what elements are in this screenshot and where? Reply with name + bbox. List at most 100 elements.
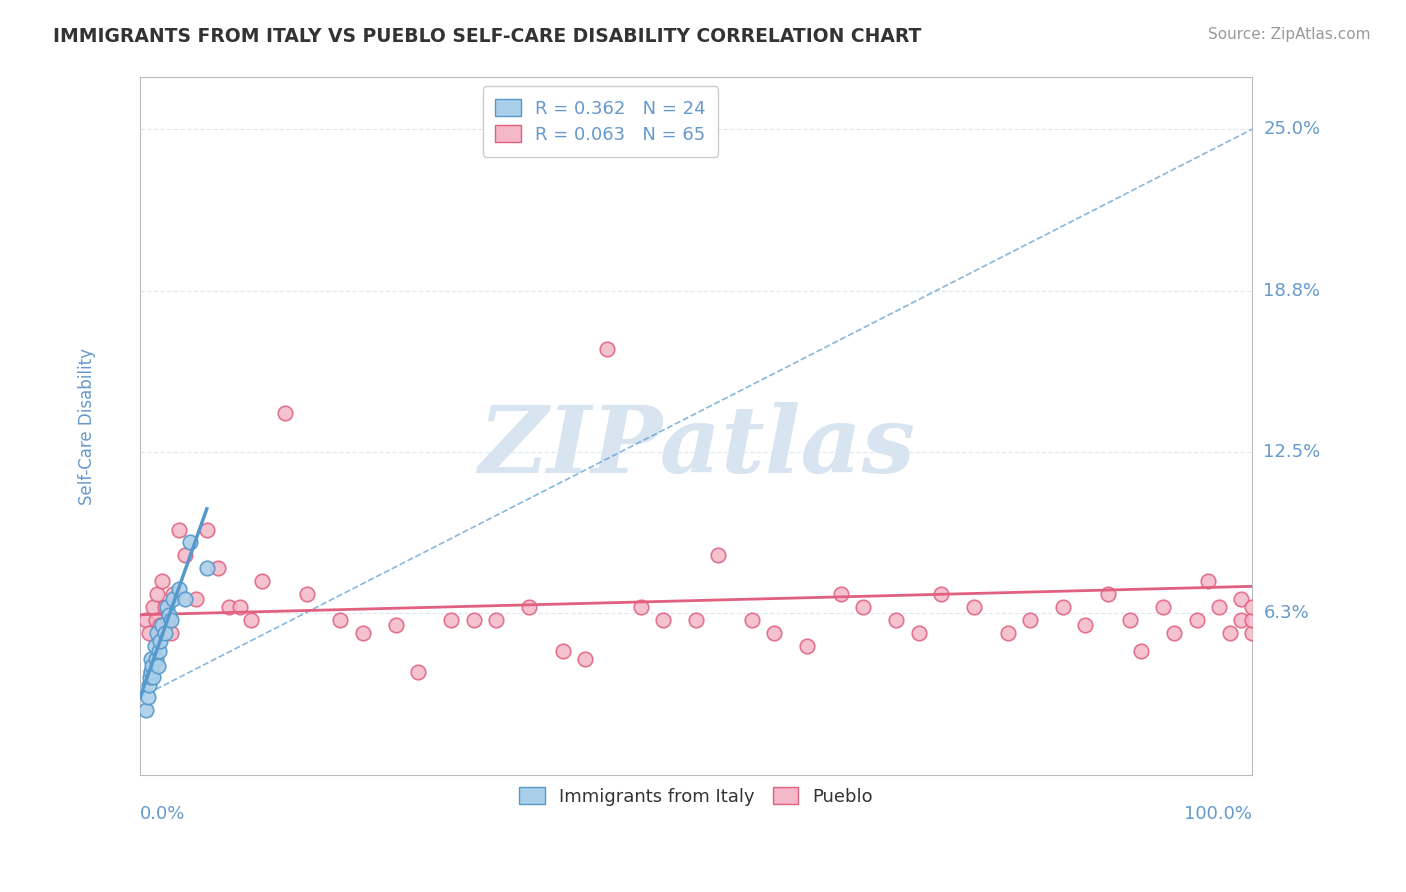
Point bbox=[167, 523, 190, 537]
Text: Source: ZipAtlas.com: Source: ZipAtlas.com bbox=[1208, 27, 1371, 42]
Text: 0.0%: 0.0% bbox=[141, 805, 186, 823]
Text: 100.0%: 100.0% bbox=[1184, 805, 1253, 823]
Point bbox=[138, 625, 160, 640]
Point bbox=[1097, 587, 1119, 601]
Point bbox=[1197, 574, 1219, 589]
Point bbox=[763, 625, 786, 640]
Point bbox=[1018, 613, 1040, 627]
Point bbox=[1241, 600, 1264, 615]
Point bbox=[830, 587, 852, 601]
Point bbox=[142, 670, 165, 684]
Point bbox=[146, 659, 169, 673]
Point bbox=[886, 613, 908, 627]
Point bbox=[207, 561, 229, 575]
Text: 12.5%: 12.5% bbox=[1264, 443, 1320, 461]
Text: 6.3%: 6.3% bbox=[1264, 605, 1309, 623]
Point bbox=[1219, 625, 1241, 640]
Point bbox=[651, 613, 673, 627]
Text: 18.8%: 18.8% bbox=[1264, 282, 1320, 300]
Point bbox=[142, 600, 165, 615]
Point bbox=[707, 549, 730, 563]
Point bbox=[162, 592, 184, 607]
Point bbox=[240, 613, 263, 627]
Point bbox=[1163, 625, 1185, 640]
Point bbox=[385, 618, 408, 632]
Point bbox=[149, 633, 172, 648]
Point bbox=[136, 690, 159, 705]
Point bbox=[167, 582, 190, 596]
Point bbox=[1152, 600, 1174, 615]
Point bbox=[463, 613, 485, 627]
Point bbox=[150, 574, 173, 589]
Point bbox=[157, 607, 180, 622]
Point bbox=[1074, 618, 1097, 632]
Point bbox=[1230, 592, 1253, 607]
Point bbox=[796, 639, 818, 653]
Point bbox=[150, 618, 173, 632]
Point bbox=[596, 342, 619, 356]
Point bbox=[406, 665, 429, 679]
Point bbox=[153, 600, 176, 615]
Point bbox=[295, 587, 318, 601]
Point bbox=[252, 574, 274, 589]
Point bbox=[1119, 613, 1142, 627]
Point bbox=[162, 587, 184, 601]
Point bbox=[929, 587, 952, 601]
Point bbox=[141, 659, 163, 673]
Point bbox=[630, 600, 652, 615]
Point bbox=[485, 613, 508, 627]
Point bbox=[145, 613, 167, 627]
Point bbox=[685, 613, 707, 627]
Point bbox=[135, 613, 157, 627]
Point bbox=[1208, 600, 1230, 615]
Point bbox=[440, 613, 463, 627]
Point bbox=[145, 587, 167, 601]
Point bbox=[141, 665, 163, 679]
Point bbox=[184, 592, 207, 607]
Point bbox=[907, 625, 929, 640]
Text: 25.0%: 25.0% bbox=[1264, 120, 1320, 138]
Point bbox=[179, 535, 201, 549]
Point bbox=[153, 625, 176, 640]
Point bbox=[160, 613, 183, 627]
Point bbox=[141, 651, 163, 665]
Point bbox=[1052, 600, 1074, 615]
Point bbox=[145, 625, 167, 640]
Point bbox=[148, 644, 170, 658]
Point bbox=[329, 613, 352, 627]
Point bbox=[1185, 613, 1208, 627]
Legend: Immigrants from Italy, Pueblo: Immigrants from Italy, Pueblo bbox=[510, 778, 882, 814]
Point bbox=[551, 644, 574, 658]
Point bbox=[135, 703, 157, 717]
Point bbox=[156, 600, 179, 615]
Text: ZIPatlas: ZIPatlas bbox=[478, 402, 915, 492]
Text: IMMIGRANTS FROM ITALY VS PUEBLO SELF-CARE DISABILITY CORRELATION CHART: IMMIGRANTS FROM ITALY VS PUEBLO SELF-CAR… bbox=[53, 27, 922, 45]
Point bbox=[138, 677, 160, 691]
Point bbox=[160, 625, 183, 640]
Point bbox=[149, 618, 172, 632]
Point bbox=[1241, 613, 1264, 627]
Point bbox=[741, 613, 763, 627]
Point bbox=[229, 600, 252, 615]
Point bbox=[963, 600, 986, 615]
Point bbox=[195, 523, 218, 537]
Point bbox=[997, 625, 1019, 640]
Point bbox=[173, 592, 195, 607]
Point bbox=[1130, 644, 1153, 658]
Point bbox=[195, 561, 218, 575]
Point bbox=[156, 613, 179, 627]
Point bbox=[273, 406, 295, 420]
Point bbox=[143, 639, 166, 653]
Point bbox=[1230, 613, 1253, 627]
Point bbox=[139, 670, 162, 684]
Point bbox=[852, 600, 875, 615]
Point bbox=[574, 651, 596, 665]
Point bbox=[218, 600, 240, 615]
Point bbox=[517, 600, 540, 615]
Point bbox=[352, 625, 374, 640]
Point bbox=[173, 549, 195, 563]
Text: Self-Care Disability: Self-Care Disability bbox=[79, 348, 96, 505]
Point bbox=[145, 651, 167, 665]
Point bbox=[141, 665, 163, 679]
Point bbox=[1241, 625, 1264, 640]
